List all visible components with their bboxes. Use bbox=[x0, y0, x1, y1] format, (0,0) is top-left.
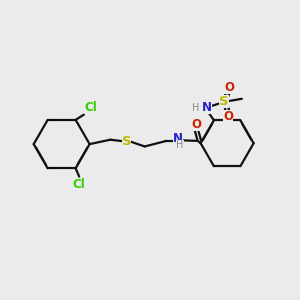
Text: Cl: Cl bbox=[84, 101, 97, 114]
Text: N: N bbox=[173, 132, 183, 145]
Text: O: O bbox=[223, 110, 233, 123]
Text: Cl: Cl bbox=[73, 178, 85, 191]
Text: S: S bbox=[219, 95, 229, 108]
Text: H: H bbox=[176, 140, 184, 150]
Text: S: S bbox=[122, 135, 131, 148]
Text: O: O bbox=[191, 118, 201, 131]
Text: O: O bbox=[224, 80, 234, 94]
Text: N: N bbox=[202, 101, 212, 114]
Text: H: H bbox=[192, 103, 200, 112]
